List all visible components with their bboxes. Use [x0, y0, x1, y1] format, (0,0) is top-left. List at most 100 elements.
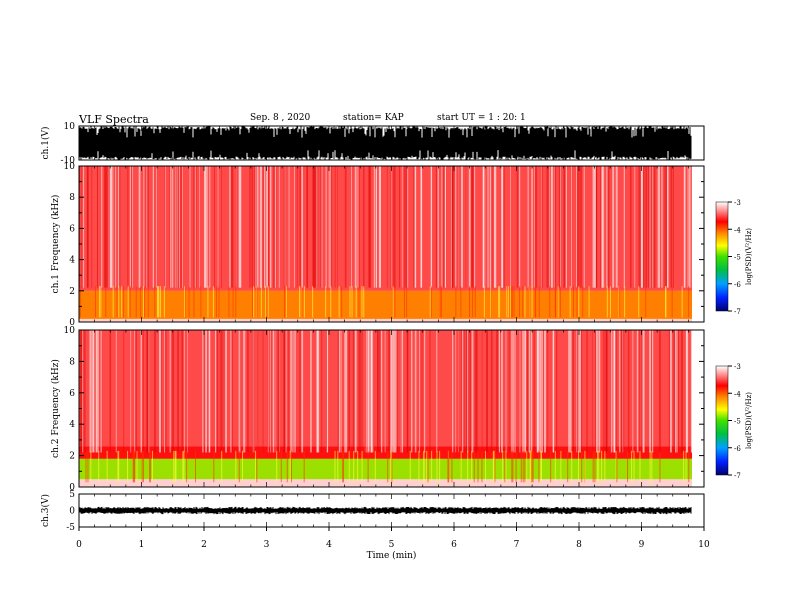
spectrogram-streak	[276, 450, 278, 483]
spectrogram-streak	[530, 330, 531, 453]
spectrogram-streak	[637, 330, 640, 453]
spectrogram-streak	[316, 166, 319, 288]
spectrogram-streak	[638, 166, 641, 288]
spectrogram-streak	[325, 286, 327, 318]
spectrogram-streak	[379, 330, 381, 453]
spectrogram-streak	[550, 166, 553, 288]
spectrogram-streak	[391, 450, 393, 483]
spectrogram-streak	[196, 166, 197, 288]
spectrogram-streak	[193, 166, 195, 288]
y-tick-label: 10	[64, 162, 76, 172]
spectrogram-streak	[519, 330, 521, 453]
spectrogram-streak	[98, 166, 99, 288]
spectrogram-streak	[98, 286, 100, 318]
spectrogram-streak	[187, 330, 188, 453]
spectrogram-streak	[605, 330, 608, 453]
spectrogram-streak	[498, 330, 500, 453]
spectrogram-streak	[447, 450, 449, 483]
colorbar	[715, 201, 729, 312]
spectrogram-streak	[312, 166, 314, 288]
spectrogram-streak	[156, 286, 158, 318]
spectrogram-streak	[325, 166, 327, 288]
spectrogram-streak	[310, 330, 311, 453]
spectrogram-streak	[139, 166, 141, 288]
spectrogram-streak	[509, 286, 511, 318]
spectrogram-streak	[634, 166, 636, 288]
spectrogram-streak	[494, 450, 496, 483]
spectrogram-streak	[414, 330, 416, 453]
spectrogram-streak	[533, 166, 535, 288]
spectrogram-streak	[327, 330, 328, 453]
x-tick-label: 1	[139, 540, 145, 550]
spectrogram-streak	[84, 166, 85, 288]
waveform-ch3-trace	[79, 506, 692, 515]
y-tick-label: 0	[69, 507, 75, 517]
spectrogram-streak	[387, 450, 389, 483]
spectrogram-streak	[144, 166, 146, 288]
spectrogram-streak	[657, 166, 660, 288]
spectrogram-streak	[471, 166, 473, 288]
spectrogram-streak	[505, 330, 508, 453]
spectrogram-streak	[156, 166, 158, 288]
spectrogram-streak	[415, 166, 416, 288]
spectrogram-streak	[345, 330, 348, 453]
spectrogram-streak	[513, 286, 515, 318]
spectrogram-streak	[243, 330, 244, 453]
spectrogram-streak	[353, 450, 355, 483]
spectrogram-streak	[676, 330, 677, 453]
spectrogram-streak	[633, 450, 635, 483]
spectrogram-streak	[511, 330, 513, 453]
spectrogram-streak	[390, 330, 393, 453]
spectrogram-streak	[277, 330, 280, 453]
spectrogram-streak	[242, 450, 244, 483]
spectrogram-streak	[524, 330, 526, 453]
spectrogram-streak	[544, 330, 546, 453]
spectrogram-streak	[650, 166, 652, 288]
spectrogram-streak	[583, 166, 585, 288]
spectrogram-streak	[427, 450, 429, 483]
spectrogram-streak	[661, 166, 663, 288]
spectrogram-streak	[359, 330, 361, 453]
spectrogram-streak	[424, 330, 426, 453]
spectrogram-streak	[509, 286, 511, 318]
spectrogram-streak	[256, 286, 258, 318]
spectrogram-streak	[146, 166, 148, 288]
spectrogram-streak	[629, 166, 632, 288]
spectrogram-streak	[690, 330, 692, 453]
spectrogram-streak	[138, 166, 140, 288]
spectrogram-streak	[260, 286, 262, 318]
spectrogram-streak	[394, 330, 395, 453]
spectrogram-streak	[351, 166, 352, 288]
spectrogram-streak	[289, 450, 291, 483]
spectrogram-streak	[292, 330, 294, 453]
spectrogram-streak	[355, 286, 357, 318]
spectrogram-streak	[501, 330, 503, 453]
spectrogram-streak	[595, 330, 597, 453]
spectrogram-streak	[512, 450, 514, 483]
spectrogram-streak	[676, 330, 678, 453]
spectrogram-streak	[649, 166, 651, 288]
spectrogram-streak	[578, 286, 580, 318]
spectrogram-streak	[90, 450, 92, 483]
spectrogram-streak	[372, 330, 374, 453]
spectrogram-streak	[236, 166, 238, 288]
spectrogram-streak	[563, 166, 565, 288]
spectrogram-streak	[653, 166, 656, 288]
spectrogram-streak	[149, 450, 151, 483]
spectrogram-streak	[467, 330, 470, 453]
spectrogram-streak	[200, 286, 202, 318]
spectrogram-streak	[400, 330, 401, 453]
spectrogram-streak	[627, 330, 630, 453]
spectrogram-streak	[343, 450, 345, 483]
spectrogram-streak	[257, 330, 259, 453]
spectrogram-streak	[524, 286, 526, 318]
spectrogram-streak	[220, 330, 223, 453]
x-tick-label: 10	[698, 540, 710, 550]
spectrogram-streak	[331, 166, 333, 288]
spectrogram-streak	[314, 166, 317, 288]
spectrogram-streak	[598, 450, 600, 483]
spectrogram-streak	[252, 330, 254, 453]
spectrogram-streak	[481, 450, 483, 483]
colorbar-tick-label: -7	[734, 308, 741, 316]
spectrogram-streak	[499, 286, 501, 318]
